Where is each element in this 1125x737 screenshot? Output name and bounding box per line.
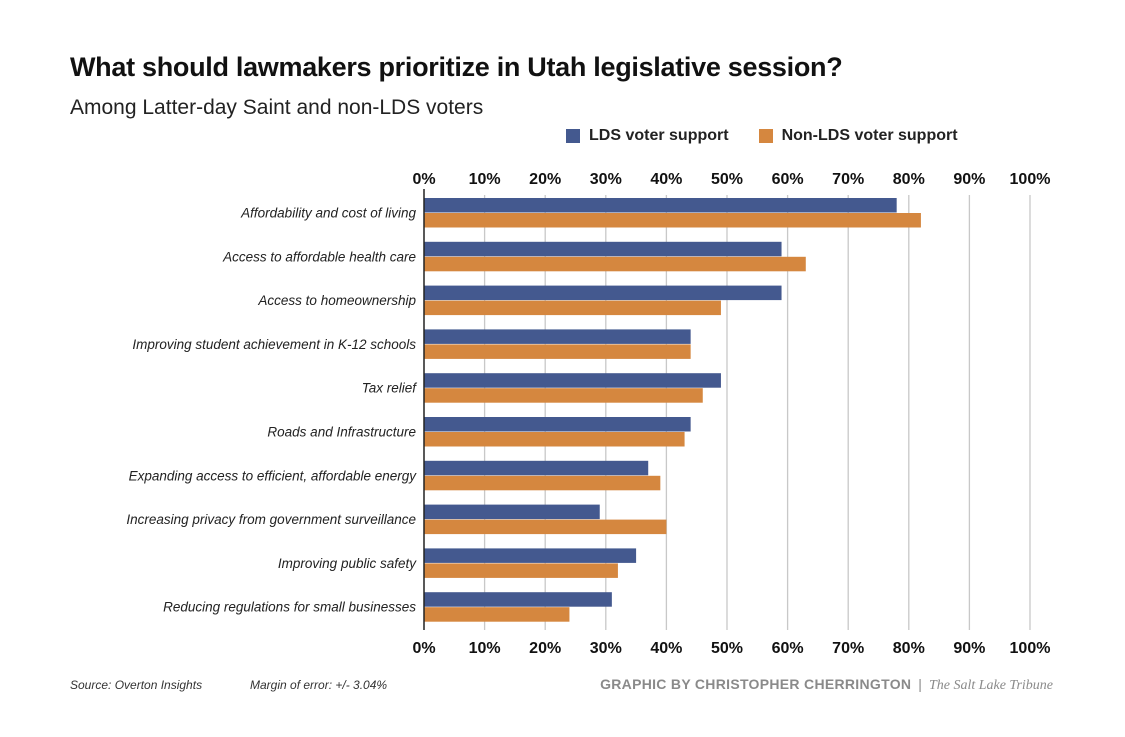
bar-non-lds bbox=[424, 213, 921, 228]
bar-lds bbox=[424, 504, 600, 520]
category-label: Reducing regulations for small businesse… bbox=[163, 600, 416, 615]
tick-label-top: 80% bbox=[893, 171, 925, 188]
tick-label-bottom: 0% bbox=[412, 640, 435, 657]
bar-non-lds bbox=[424, 563, 618, 578]
tick-label-top: 70% bbox=[832, 171, 864, 188]
bar-non-lds bbox=[424, 607, 570, 622]
credit-publication: The Salt Lake Tribune bbox=[928, 678, 1053, 693]
bar-lds bbox=[424, 592, 612, 607]
tick-label-bottom: 10% bbox=[469, 640, 501, 657]
category-label: Access to affordable health care bbox=[222, 249, 416, 264]
chart-legend: LDS voter support Non-LDS voter support bbox=[566, 127, 988, 145]
tick-label-top: 30% bbox=[590, 171, 622, 188]
bar-lds bbox=[424, 417, 691, 432]
category-label: Expanding access to efficient, affordabl… bbox=[129, 468, 418, 483]
tick-label-top: 0% bbox=[412, 171, 435, 188]
bar-non-lds bbox=[424, 432, 685, 447]
category-label: Tax relief bbox=[362, 381, 418, 396]
category-label: Increasing privacy from government surve… bbox=[126, 512, 416, 527]
bar-non-lds bbox=[424, 519, 667, 535]
category-label: Access to homeownership bbox=[257, 293, 416, 308]
chart-title: What should lawmakers prioritize in Utah… bbox=[70, 52, 843, 82]
tick-label-bottom: 30% bbox=[590, 640, 622, 657]
legend-swatch-non-lds bbox=[758, 129, 773, 143]
bar-lds bbox=[424, 460, 649, 476]
category-label: Roads and Infrastructure bbox=[267, 425, 416, 440]
margin-of-error-note: Margin of error: +/- 3.04% bbox=[250, 678, 388, 692]
tick-label-top: 40% bbox=[650, 171, 682, 188]
tick-label-bottom: 60% bbox=[772, 640, 804, 657]
source-note: Source: Overton Insights bbox=[70, 678, 203, 692]
credit-author: GRAPHIC BY CHRISTOPHER CHERRINGTON bbox=[600, 676, 912, 692]
tick-label-top: 100% bbox=[1010, 171, 1051, 188]
tick-label-top: 90% bbox=[953, 171, 985, 188]
bar-non-lds bbox=[424, 256, 806, 272]
bar-lds bbox=[424, 548, 637, 563]
bar-non-lds bbox=[424, 344, 691, 359]
legend-item-non-lds: Non-LDS voter support bbox=[758, 127, 958, 145]
credit-separator: | bbox=[918, 676, 922, 692]
bar-lds bbox=[424, 373, 721, 388]
tick-label-bottom: 20% bbox=[529, 640, 561, 657]
legend-item-lds: LDS voter support bbox=[566, 127, 729, 145]
bar-lds bbox=[424, 285, 782, 301]
bar-lds bbox=[424, 329, 691, 344]
tick-label-top: 50% bbox=[711, 171, 743, 188]
bar-non-lds bbox=[424, 300, 721, 316]
tick-label-bottom: 70% bbox=[832, 640, 864, 657]
tick-label-top: 60% bbox=[772, 171, 804, 188]
legend-label-lds: LDS voter support bbox=[589, 127, 729, 144]
bar-lds bbox=[424, 241, 782, 257]
category-label: Improving student achievement in K-12 sc… bbox=[132, 337, 416, 352]
graphic-credit: GRAPHIC BY CHRISTOPHER CHERRINGTON | The… bbox=[600, 676, 1053, 694]
category-label: Improving public safety bbox=[278, 556, 417, 571]
legend-label-non-lds: Non-LDS voter support bbox=[781, 127, 958, 144]
tick-label-bottom: 90% bbox=[953, 640, 985, 657]
tick-label-bottom: 40% bbox=[650, 640, 682, 657]
legend-swatch-lds bbox=[566, 129, 580, 143]
bar-non-lds bbox=[424, 388, 703, 403]
tick-label-bottom: 50% bbox=[711, 640, 743, 657]
chart-subtitle: Among Latter-day Saint and non-LDS voter… bbox=[70, 96, 484, 119]
tick-label-top: 10% bbox=[469, 171, 501, 188]
bar-non-lds bbox=[424, 475, 661, 491]
tick-label-bottom: 80% bbox=[893, 640, 925, 657]
tick-label-bottom: 100% bbox=[1010, 640, 1051, 657]
tick-label-top: 20% bbox=[529, 171, 561, 188]
bar-lds bbox=[424, 198, 897, 213]
category-label: Affordability and cost of living bbox=[240, 206, 416, 221]
